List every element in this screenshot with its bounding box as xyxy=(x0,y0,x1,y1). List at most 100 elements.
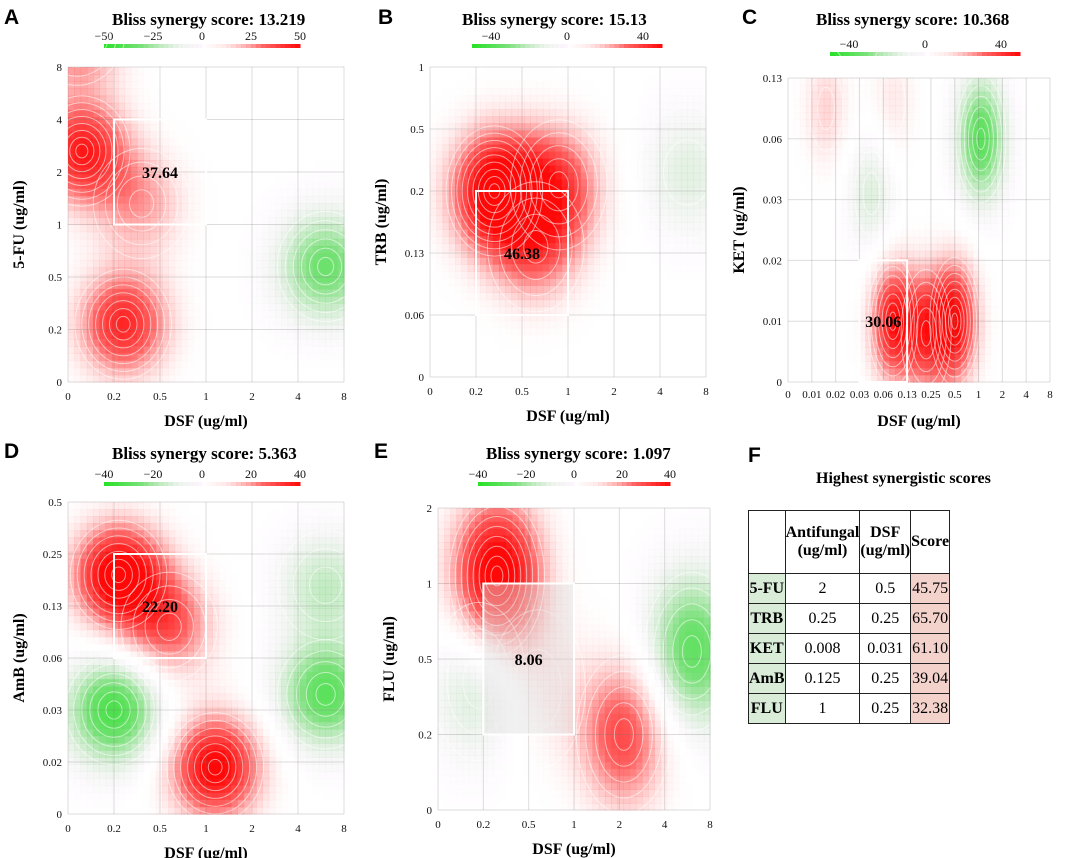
heat-cell xyxy=(924,271,932,279)
heat-cell xyxy=(895,278,902,286)
heat-cell xyxy=(978,292,986,300)
heat-cell xyxy=(542,278,550,287)
heat-cell xyxy=(536,67,544,75)
heat-cell xyxy=(561,278,569,287)
heat-cell xyxy=(99,95,107,104)
heat-cell xyxy=(919,285,926,293)
heat-cell xyxy=(105,374,113,383)
heat-cell xyxy=(325,331,333,340)
heat-cell xyxy=(674,222,682,230)
heat-cell xyxy=(111,324,119,333)
heat-cell xyxy=(841,105,849,114)
heat-cell xyxy=(486,257,494,265)
heat-cell xyxy=(817,181,825,190)
heat-cell xyxy=(268,303,276,312)
heat-cell xyxy=(580,67,588,75)
heat-cell xyxy=(442,123,450,132)
colorbar-segment xyxy=(996,52,1002,56)
heat-cell xyxy=(86,502,94,510)
heat-cell xyxy=(593,88,600,96)
heat-cell xyxy=(841,112,849,121)
heat-cell xyxy=(972,154,980,162)
heat-cell xyxy=(913,306,920,314)
heat-cell xyxy=(978,112,986,121)
heat-cell xyxy=(889,306,896,314)
heat-cell xyxy=(593,200,600,209)
heat-cell xyxy=(281,544,289,553)
heat-cell xyxy=(275,231,282,240)
heat-cell xyxy=(649,250,657,258)
heat-cell xyxy=(580,123,588,132)
heat-cell xyxy=(907,84,914,93)
heat-cell xyxy=(883,243,890,252)
heat-cell xyxy=(293,281,301,290)
heat-cell xyxy=(473,271,481,279)
heat-cell xyxy=(281,288,289,297)
colorbar-segment xyxy=(624,44,630,48)
heat-cell xyxy=(895,105,902,114)
heat-cell xyxy=(889,216,896,224)
heat-cell xyxy=(212,303,219,311)
heat-cell xyxy=(306,274,314,283)
heat-cell xyxy=(511,313,519,322)
heat-cell xyxy=(960,112,968,121)
contour-line xyxy=(808,65,844,152)
heat-cell xyxy=(80,537,88,546)
x-tick-label: 0.01 xyxy=(802,389,821,401)
heat-cell xyxy=(536,355,544,364)
heat-cell xyxy=(549,179,557,188)
heat-cell xyxy=(149,281,157,290)
heat-cell xyxy=(187,558,195,567)
heat-cell xyxy=(312,303,320,312)
heat-cell xyxy=(549,144,557,153)
heat-cell xyxy=(486,116,494,124)
heat-cell xyxy=(243,260,251,269)
heat-cell xyxy=(913,209,920,217)
heat-cell xyxy=(174,310,182,319)
heat-cell xyxy=(337,281,345,290)
heat-cell xyxy=(895,98,902,107)
chart-b: −40 0 400 0.2 0.5 1 2 4 800.060.130.20.5146.38DS… xyxy=(373,32,716,425)
heat-cell xyxy=(505,144,513,153)
heat-cell xyxy=(530,250,538,258)
heat-cell xyxy=(180,152,188,161)
heat-cell xyxy=(811,140,819,148)
chart-title: Bliss synergy score: 15.13 xyxy=(462,10,647,29)
heat-cell xyxy=(461,264,469,272)
heat-cell xyxy=(461,95,469,103)
heat-cell xyxy=(841,216,849,224)
heat-cell xyxy=(143,138,151,147)
heat-cell xyxy=(143,67,151,75)
heat-cell xyxy=(499,179,506,188)
heat-cell xyxy=(287,317,295,326)
heat-cell xyxy=(137,174,144,183)
heat-cell xyxy=(555,320,563,329)
heat-cell xyxy=(643,130,651,139)
heat-cell xyxy=(505,67,513,75)
heat-cell xyxy=(972,375,980,383)
heat-cell xyxy=(859,133,867,141)
heat-cell xyxy=(480,179,488,188)
heat-cell xyxy=(455,158,462,167)
heat-cell xyxy=(74,224,82,233)
contour-line xyxy=(548,171,569,199)
heat-cell xyxy=(467,250,475,258)
heat-cell xyxy=(68,324,75,333)
heat-cell xyxy=(337,331,345,340)
heat-cell xyxy=(105,558,113,567)
heat-cell xyxy=(847,347,855,355)
heat-cell xyxy=(99,124,107,133)
heat-cell xyxy=(662,165,669,174)
heat-cell xyxy=(499,250,506,258)
heat-cell xyxy=(865,271,872,279)
heat-cell xyxy=(542,67,550,75)
colorbar-tick: −40 xyxy=(840,37,859,51)
heat-cell xyxy=(68,181,75,190)
heat-cell xyxy=(325,238,333,247)
heat-cell xyxy=(883,188,890,197)
heat-cell xyxy=(1014,209,1021,217)
heat-cell xyxy=(680,88,688,96)
heat-cell xyxy=(86,253,94,261)
heat-cell xyxy=(68,160,75,168)
heat-cell xyxy=(978,361,986,369)
